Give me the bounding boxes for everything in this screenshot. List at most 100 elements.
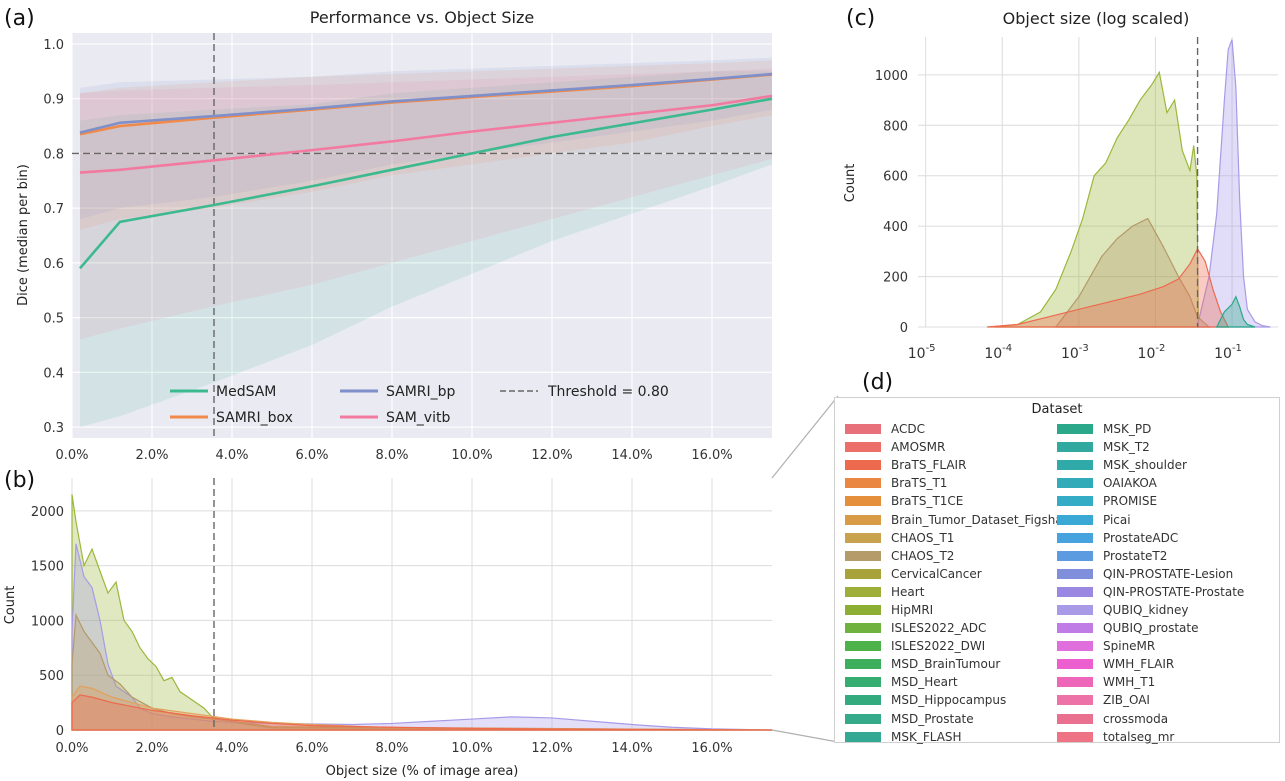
chart-c-area-qubiq_kidney [1197,39,1271,328]
legend-label: ProstateADC [1103,530,1179,545]
legend-swatch [845,677,881,688]
legend-label: QIN-PROSTATE-Lesion [1103,566,1234,581]
legend-swatch [845,586,881,597]
legend-label: OAIAKOA [1103,476,1157,491]
chart-b-xtick-label: 4.0% [215,741,248,756]
legend-label: totalseg_mr [1103,729,1175,744]
legend-item: Brain_Tumor_Dataset_Figshare [845,510,1075,528]
dataset-legend-title: Dataset [1031,402,1083,417]
legend-swatch [845,496,881,507]
legend-swatch [1057,568,1093,579]
legend-swatch [845,460,881,471]
chart-c-xtick-label: 10-5 [908,343,936,362]
chart-a-xtick-label: 6.0% [295,448,328,463]
chart-c-ytick-label: 400 [883,220,908,235]
legend-swatch [1057,496,1093,507]
zoom-connector-top [771,395,839,479]
chart-a-xtick-label: 8.0% [375,448,408,463]
chart-a: 0.0% 2.0% 4.0% 6.0% 8.0% 10.0% 12.0% 14.0% 16.0%… [16,8,773,463]
legend-item: CervicalCancer [845,565,1075,583]
legend-item: ISLES2022_ADC [845,619,1075,637]
legend-item: MSD_Prostate [845,710,1075,728]
legend-item: MSK_PD [1057,420,1244,438]
legend-swatch [845,604,881,615]
legend-label: MSK_T2 [1103,440,1150,455]
legend-swatch [845,514,881,525]
legend-label: MSD_Heart [891,675,958,690]
legend-label: QUBIQ_kidney [1103,602,1189,617]
chart-a-xtick-label: 4.0% [215,448,248,463]
chart-a-ytick-label: 0.7 [43,202,64,217]
chart-a-band-medsam [80,71,772,428]
legend-swatch [1057,460,1093,471]
legend-swatch [1057,623,1093,634]
dataset-legend-column-1: ACDC AMOSMR BraTS_FLAIR BraTS_T1 BraTS_T1CE B… [845,420,1075,746]
legend-label: MSK_FLASH [891,729,962,744]
chart-c-xtick-label: 10-1 [1214,343,1242,362]
legend-label: CHAOS_T2 [891,548,955,563]
legend-item: ProstateT2 [1057,547,1244,565]
chart-a-line-sam_vitb [79,94,773,174]
legend-swatch [1057,550,1093,561]
legend-item: BraTS_T1 [845,474,1075,492]
legend-swatch [845,568,881,579]
legend-swatch [845,424,881,435]
legend-label: BraTS_T1CE [891,494,964,509]
chart-b: 0.0% 2.0% 4.0% 6.0% 8.0% 10.0% 12.0% 14.0% 16.0%… [3,478,773,779]
legend-item: WMH_FLAIR [1057,655,1244,673]
chart-a-ytick-label: 0.8 [43,147,64,162]
legend-swatch [1057,641,1093,652]
legend-item: QUBIQ_prostate [1057,619,1244,637]
legend-swatch [1057,695,1093,706]
chart-b-ylabel: Count [3,586,18,625]
chart-c-ytick-label: 800 [883,119,908,134]
legend-label: ISLES2022_ADC [891,621,987,636]
legend-item: MSD_Heart [845,673,1075,691]
chart-c-area-brats_flair [986,247,1230,328]
legend-label: CervicalCancer [891,566,982,581]
legend-label: ACDC [891,422,925,437]
chart-c-xtick-label: 10-4 [984,343,1012,362]
legend-item: MSK_FLASH [845,728,1075,746]
chart-a-line-samri_bp [79,72,773,134]
chart-c: 10-5 10-4 10-3 10-2 10-1 0 200 400 600 800 1000 Ob… [843,9,1278,362]
chart-a-band-sam_vitb [80,68,772,340]
legend-label: PROMISE [1103,494,1158,509]
chart-a-band-samri_box [80,60,772,231]
legend-label: MSD_BrainTumour [891,657,1001,672]
legend-swatch [845,478,881,489]
chart-b-xtick-label: 10.0% [451,741,492,756]
chart-c-ytick-label: 0 [900,321,908,336]
legend-label: Picai [1103,512,1131,527]
chart-a-ytick-label: 0.6 [43,257,64,272]
chart-b-ytick-label: 0 [56,724,64,739]
legend-swatch [845,731,881,742]
chart-c-area-msk_pd [1215,295,1256,328]
legend-swatch [1057,532,1093,543]
legend-item: MSK_T2 [1057,438,1244,456]
chart-a-ytick-label: 0.4 [43,366,64,381]
legend-label: crossmoda [1103,711,1169,726]
chart-b-xtick-label: 16.0% [691,741,732,756]
chart-b-xtick-label: 2.0% [135,741,168,756]
chart-b-xtick-label: 8.0% [375,741,408,756]
legend-label: ISLES2022_DWI [891,639,986,654]
legend-swatch [845,550,881,561]
legend-label: BraTS_FLAIR [891,458,967,473]
panel-label-d: (d) [862,370,893,395]
panel-label-a: (a) [4,6,35,31]
chart-b-xtick-label: 12.0% [531,741,572,756]
chart-c-ytick-label: 1000 [875,69,908,84]
chart-b-xlabel: Object size (% of image area) [326,764,519,779]
legend-item: QIN-PROSTATE-Prostate [1057,583,1244,601]
chart-b-area-chaos_t2 [71,612,773,731]
legend-label: BraTS_T1 [891,476,948,491]
chart-a-xtick-label: 2.0% [135,448,168,463]
chart-a-ytick-label: 1.0 [43,38,64,53]
legend-swatch [845,695,881,706]
legend-item: MSK_shoulder [1057,456,1244,474]
legend-item: ISLES2022_DWI [845,637,1075,655]
legend-swatch [1057,424,1093,435]
chart-c-area-chaos_t2 [1054,217,1211,328]
